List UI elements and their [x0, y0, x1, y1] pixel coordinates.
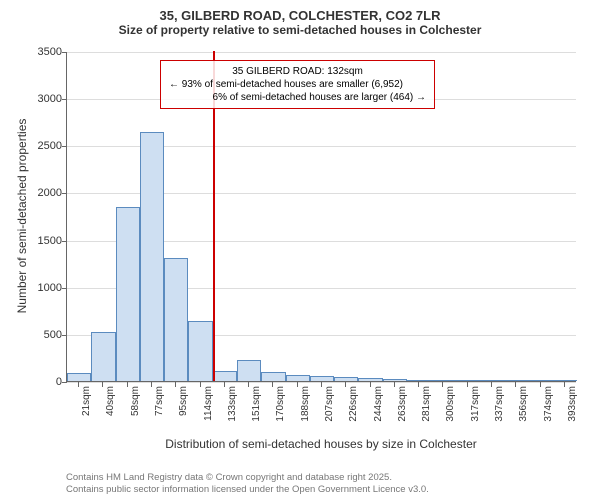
- footer-line1: Contains HM Land Registry data © Crown c…: [66, 472, 429, 484]
- histogram-bar: [528, 380, 552, 381]
- histogram-bar: [358, 378, 382, 381]
- annotation-line2: 6% of semi-detached houses are larger (4…: [169, 91, 426, 104]
- annotation-box: 35 GILBERD ROAD: 132sqm ← 93% of semi-de…: [160, 60, 435, 109]
- x-tick-mark: [491, 382, 492, 387]
- x-tick-mark: [370, 382, 371, 387]
- y-tick-label: 3500: [38, 46, 62, 58]
- y-tick-label: 2000: [38, 187, 62, 199]
- x-tick-mark: [127, 382, 128, 387]
- y-tick-label: 500: [44, 329, 62, 341]
- x-tick-label: 151sqm: [251, 386, 262, 422]
- histogram-bar: [140, 132, 164, 381]
- x-tick-mark: [78, 382, 79, 387]
- y-tick-mark: [62, 99, 67, 100]
- x-tick-mark: [248, 382, 249, 387]
- x-tick-label: 133sqm: [227, 386, 238, 422]
- x-tick-mark: [175, 382, 176, 387]
- y-tick-label: 3000: [38, 93, 62, 105]
- histogram-bar: [407, 380, 431, 381]
- histogram-bar: [164, 258, 188, 381]
- histogram-bar: [116, 207, 140, 381]
- y-axis-labels: 0500100015002000250030003500: [0, 52, 66, 382]
- histogram-bar: [91, 332, 115, 381]
- histogram-bar: [67, 373, 91, 381]
- x-tick-label: 207sqm: [324, 386, 335, 422]
- x-tick-label: 263sqm: [397, 386, 408, 422]
- x-tick-mark: [345, 382, 346, 387]
- x-axis-labels: 21sqm 40sqm 58sqm 77sqm 95sqm 114sqm 133sqm 151…: [66, 382, 576, 442]
- y-tick-mark: [62, 335, 67, 336]
- x-tick-label: 170sqm: [275, 386, 286, 422]
- histogram-bar: [261, 372, 285, 381]
- x-tick-label: 300sqm: [445, 386, 456, 422]
- histogram-bar: [237, 360, 261, 381]
- y-tick-mark: [62, 241, 67, 242]
- annotation-title: 35 GILBERD ROAD: 132sqm: [169, 65, 426, 78]
- x-tick-mark: [442, 382, 443, 387]
- x-tick-mark: [151, 382, 152, 387]
- histogram-bar: [504, 380, 528, 381]
- x-tick-label: 58sqm: [130, 386, 141, 416]
- x-tick-mark: [540, 382, 541, 387]
- x-axis-title: Distribution of semi-detached houses by …: [66, 437, 576, 451]
- x-tick-mark: [297, 382, 298, 387]
- histogram-bar: [383, 379, 407, 381]
- x-tick-label: 40sqm: [105, 386, 116, 416]
- footer-line2: Contains public sector information licen…: [66, 484, 429, 496]
- y-tick-mark: [62, 288, 67, 289]
- x-tick-label: 188sqm: [300, 386, 311, 422]
- x-tick-mark: [272, 382, 273, 387]
- chart-title-line2: Size of property relative to semi-detach…: [0, 23, 600, 37]
- y-tick-mark: [62, 193, 67, 194]
- x-tick-label: 356sqm: [518, 386, 529, 422]
- histogram-bar: [310, 376, 334, 381]
- x-tick-mark: [515, 382, 516, 387]
- x-tick-label: 226sqm: [348, 386, 359, 422]
- y-tick-label: 1000: [38, 282, 62, 294]
- histogram-bar: [456, 380, 480, 381]
- y-tick-label: 2500: [38, 140, 62, 152]
- x-tick-mark: [418, 382, 419, 387]
- x-tick-label: 21sqm: [81, 386, 92, 416]
- y-tick-label: 1500: [38, 235, 62, 247]
- histogram-bar: [480, 380, 504, 381]
- y-tick-mark: [62, 52, 67, 53]
- histogram-bar: [431, 380, 455, 381]
- x-tick-mark: [564, 382, 565, 387]
- footer-attribution: Contains HM Land Registry data © Crown c…: [66, 472, 429, 496]
- gridline-h: [67, 52, 576, 53]
- x-tick-label: 374sqm: [543, 386, 554, 422]
- annotation-line1: ← 93% of semi-detached houses are smalle…: [169, 78, 426, 91]
- x-tick-label: 337sqm: [494, 386, 505, 422]
- chart-title-line1: 35, GILBERD ROAD, COLCHESTER, CO2 7LR: [0, 8, 600, 23]
- histogram-bar: [286, 375, 310, 381]
- histogram-bar: [213, 371, 237, 381]
- x-tick-mark: [467, 382, 468, 387]
- histogram-bar: [188, 321, 212, 381]
- x-tick-label: 281sqm: [421, 386, 432, 422]
- x-tick-label: 244sqm: [373, 386, 384, 422]
- histogram-bar: [553, 380, 577, 381]
- x-tick-mark: [224, 382, 225, 387]
- x-tick-mark: [321, 382, 322, 387]
- x-tick-label: 77sqm: [154, 386, 165, 416]
- x-tick-label: 114sqm: [203, 386, 214, 421]
- x-tick-label: 393sqm: [567, 386, 578, 422]
- x-tick-mark: [102, 382, 103, 387]
- y-tick-mark: [62, 146, 67, 147]
- x-tick-label: 95sqm: [178, 386, 189, 416]
- x-tick-label: 317sqm: [470, 386, 481, 422]
- histogram-bar: [334, 377, 358, 381]
- x-tick-mark: [394, 382, 395, 387]
- x-tick-mark: [200, 382, 201, 387]
